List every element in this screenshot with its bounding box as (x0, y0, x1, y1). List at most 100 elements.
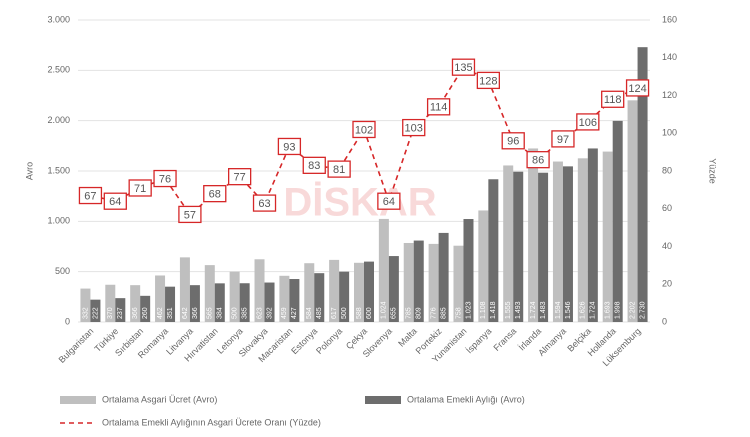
bar-value-label: 366 (132, 307, 139, 319)
bar (304, 263, 315, 322)
legend-swatch (60, 396, 96, 404)
ratio-label: 63 (258, 198, 270, 210)
bar-value-label: 462 (157, 307, 164, 319)
bar-value-label: 1.418 (490, 301, 497, 319)
ratio-label-box (252, 194, 277, 212)
ratio-label-box (402, 118, 426, 137)
bar (90, 299, 101, 322)
bar (562, 166, 573, 322)
bar (254, 259, 265, 322)
ratio-label: 135 (454, 62, 472, 74)
bar-value-label: 237 (117, 307, 124, 319)
bar-value-label: 427 (291, 307, 298, 319)
x-tick-label: Polonya (314, 326, 344, 356)
y2-tick-label: 160 (662, 14, 677, 24)
y2-tick-label: 120 (662, 90, 677, 100)
bar (403, 242, 414, 322)
bar (528, 148, 539, 322)
legend-label: Ortalama Emekli Aylığı (Avro) (407, 394, 525, 404)
ratio-label-box (302, 156, 326, 174)
ratio-label-box (476, 71, 500, 90)
ratio-label: 128 (479, 75, 497, 87)
bar-value-label: 351 (167, 307, 174, 319)
bar (577, 158, 588, 322)
y-tick-label: 1.500 (47, 165, 70, 175)
bar-value-label: 565 (207, 307, 214, 319)
bar (463, 219, 474, 322)
bar-value-label: 1.594 (555, 301, 562, 319)
y2-tick-label: 60 (662, 203, 672, 213)
ratio-label: 64 (383, 196, 395, 208)
bar-value-label: 1.626 (580, 301, 587, 319)
bar (488, 179, 499, 322)
bar-value-label: 385 (241, 307, 248, 319)
bar (478, 210, 489, 322)
bar (279, 275, 290, 322)
bar-value-label: 600 (366, 307, 373, 319)
bar (378, 218, 389, 322)
bar (612, 120, 623, 322)
bar-value-label: 1.483 (540, 301, 547, 319)
y2-tick-label: 0 (662, 316, 667, 326)
y2-tick-label: 80 (662, 165, 672, 175)
y2-tick-label: 100 (662, 128, 677, 138)
bar (438, 232, 449, 322)
ratio-label: 86 (532, 155, 544, 167)
bar-value-label: 655 (391, 307, 398, 319)
bar (413, 240, 424, 322)
bar-value-label: 1.724 (590, 301, 597, 319)
bar-value-label: 485 (316, 307, 323, 319)
bar (80, 288, 91, 322)
bar (627, 100, 638, 322)
bar (329, 259, 340, 322)
bar (354, 262, 364, 322)
bar (552, 161, 563, 322)
bar-value-label: 588 (356, 307, 363, 319)
ratio-label: 97 (557, 134, 569, 146)
x-tick-label: Estonya (289, 326, 319, 356)
bar-value-label: 1.693 (605, 301, 612, 319)
bar (364, 261, 374, 322)
x-tick-label: Bulgaristan (57, 326, 96, 365)
bar (115, 298, 126, 322)
ratio-label: 124 (628, 83, 646, 95)
ratio-label-box (601, 90, 625, 108)
ratio-label-box (128, 179, 152, 197)
bar-value-label: 885 (440, 307, 447, 319)
ratio-label: 118 (604, 94, 622, 106)
ratio-label: 114 (430, 102, 448, 114)
ratio-label-box (277, 137, 302, 156)
ratio-label: 71 (134, 183, 146, 195)
bar (264, 282, 275, 322)
ratio-label: 64 (109, 196, 121, 208)
bar (179, 257, 190, 322)
bar-value-label: 1.546 (565, 301, 572, 319)
bar-value-label: 776 (430, 307, 437, 319)
bar-value-label: 500 (231, 307, 238, 319)
bar (204, 265, 215, 322)
ratio-label: 67 (84, 190, 96, 202)
ratio-label: 57 (184, 209, 196, 221)
ratio-label: 83 (308, 160, 320, 172)
ratio-label-box (153, 169, 177, 188)
y2-tick-label: 140 (662, 52, 677, 62)
y-tick-label: 0 (65, 316, 70, 326)
ratio-label-box (551, 130, 575, 148)
bar-value-label: 332 (82, 307, 89, 319)
bar (428, 243, 439, 322)
ratio-label-box (103, 192, 127, 210)
ratio-label: 103 (405, 122, 423, 134)
ratio-label-box (178, 205, 202, 224)
bar-value-label: 2.730 (639, 301, 646, 319)
ratio-label-box (352, 120, 376, 139)
ratio-label: 81 (333, 164, 345, 176)
bar (229, 271, 240, 322)
bar-value-label: 584 (306, 307, 313, 319)
bar-value-label: 2.202 (629, 301, 636, 319)
bar-value-label: 384 (217, 307, 224, 319)
ratio-label: 102 (355, 124, 373, 136)
bar-value-label: 623 (256, 307, 263, 319)
bar-value-label: 222 (92, 307, 99, 319)
bar (637, 47, 648, 323)
